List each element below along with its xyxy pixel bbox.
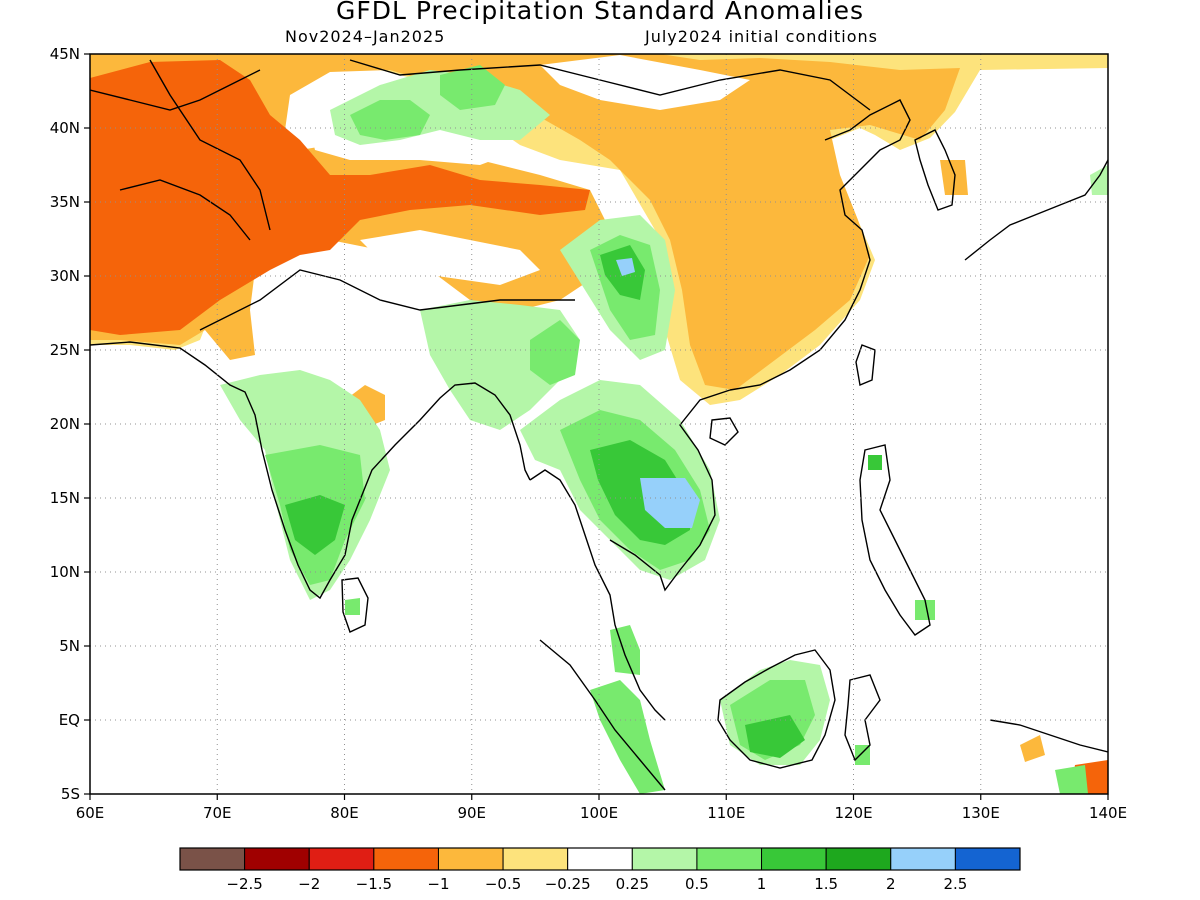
y-tick-label: 5S (61, 785, 80, 803)
coastline-sumatra (539, 639, 666, 791)
wet-anomaly-bay-bengal-north (420, 300, 580, 430)
colorbar-label: −2 (298, 875, 320, 893)
y-tick-label: 10N (50, 563, 80, 581)
y-tick-label: 20N (50, 415, 80, 433)
colorbar-swatch (373, 847, 439, 871)
y-tick-label: 45N (50, 45, 80, 63)
border-mongolia (349, 59, 871, 111)
map-title: GFDL Precipitation Standard Anomalies (336, 0, 864, 25)
colorbar-label: −0.25 (545, 875, 591, 893)
coastline-philippines (859, 444, 931, 636)
x-tick-label: 110E (707, 804, 745, 822)
forecast-period: Nov2024–Jan2025 (285, 27, 446, 46)
tick-marks (84, 53, 1109, 800)
wet-anomaly-borneo-inner (745, 715, 805, 758)
colorbar-swatch (567, 847, 633, 871)
y-tick-label: 15N (50, 489, 80, 507)
colorbar-swatch (244, 847, 310, 871)
wet-anomaly-png (1055, 765, 1088, 794)
colorbar-swatch (696, 847, 763, 871)
wet-anomaly-mindanao (915, 600, 935, 620)
dry-anomaly-orange-north (90, 54, 960, 390)
wet-anomaly-dzungaria (440, 65, 505, 110)
colorbar-swatch (761, 847, 827, 871)
x-tick-label: 60E (76, 804, 105, 822)
colorbar-swatch (308, 847, 375, 871)
colorbar-swatch (631, 847, 698, 871)
colorbar-label: −1.5 (356, 875, 392, 893)
y-tick-label: 35N (50, 193, 80, 211)
coastline-korea (914, 129, 956, 211)
coastline-sri-lanka (341, 577, 369, 633)
border-himalaya (199, 269, 575, 331)
y-tick-label: EQ (59, 711, 80, 729)
normal-pocket-mongolia (540, 55, 750, 110)
coastline-borneo (717, 649, 836, 769)
x-tick-label: 120E (834, 804, 872, 822)
y-tick-label: 40N (50, 119, 80, 137)
y-tick-label: 5N (59, 637, 80, 655)
wet-anomaly-sri-lanka (345, 598, 360, 615)
colorbar-label: 1 (757, 875, 767, 893)
colorbar-swatch (437, 847, 504, 871)
x-tick-labels: 60E 70E 80E 90E 100E 110E 120E 130E 140E (76, 804, 1127, 822)
coastline-china (729, 99, 911, 391)
x-tick-label: 140E (1089, 804, 1127, 822)
x-tick-label: 130E (962, 804, 1000, 822)
y-tick-labels: 45N 40N 35N 30N 25N 20N 15N 10N 5N EQ 5S (50, 45, 80, 803)
coastline-taiwan (855, 344, 876, 386)
coastline-sulawesi (844, 674, 881, 762)
colorbar-label: 0.5 (685, 875, 709, 893)
colorbar-frame (179, 847, 1021, 871)
x-tick-label: 70E (203, 804, 232, 822)
wet-anomaly-central-asia-core (350, 100, 430, 140)
dry-anomaly-red-west (90, 60, 590, 335)
colorbar-label: −1 (427, 875, 449, 893)
coastlines (90, 59, 1108, 791)
colorbar-label: 2.5 (943, 875, 967, 893)
border-central-asia (90, 59, 271, 241)
colorbar-swatch (502, 847, 569, 871)
normal-pocket-tibet (360, 230, 540, 285)
initial-conditions: July2024 initial conditions (645, 27, 878, 46)
colorbar-swatch (179, 847, 246, 871)
wet-anomaly-malaya-north (610, 625, 640, 675)
coastline-hainan (709, 417, 739, 446)
x-tick-label: 90E (457, 804, 486, 822)
colorbar-swatches (179, 847, 1021, 871)
dry-anomaly-spot-png (1020, 735, 1045, 762)
colorbar-label: −0.5 (485, 875, 521, 893)
coastline-new-guinea (989, 719, 1108, 753)
wet-anomaly-malaya (590, 680, 665, 794)
coastline-japan (964, 159, 1108, 261)
colorbar-label: 0.25 (616, 875, 649, 893)
colorbar-label: −2.5 (226, 875, 262, 893)
colorbar-swatch (954, 847, 1021, 871)
y-tick-label: 25N (50, 341, 80, 359)
grid-lines (90, 54, 1108, 794)
y-tick-label: 30N (50, 267, 80, 285)
wet-anomaly-india-core (285, 495, 345, 555)
x-tick-label: 80E (330, 804, 359, 822)
colorbar-swatch (825, 847, 892, 871)
dry-anomaly-spot-korea (940, 160, 968, 195)
wet-anomaly-philippines (868, 455, 882, 470)
colorbar-labels: −2.5 −2 −1.5 −1 −0.5 −0.25 0.25 0.5 1 1.5 2 2.5 (226, 875, 967, 893)
colorbar-label: 1.5 (814, 875, 838, 893)
coastline-india (90, 341, 531, 600)
wet-anomaly-indochina-peak (640, 478, 700, 528)
colorbar-label: 2 (886, 875, 896, 893)
x-tick-label: 100E (580, 804, 618, 822)
colorbar: −2.5 −2 −1.5 −1 −0.5 −0.25 0.25 0.5 1 1.5 2 2.5 (179, 847, 1021, 893)
wet-anomaly-myanmar (530, 320, 580, 385)
colorbar-swatch (890, 847, 956, 871)
wet-anomaly-sulawesi (855, 745, 870, 765)
wet-anomaly-japan (1090, 165, 1108, 195)
wet-anomaly-sichuan-peak (616, 258, 635, 276)
